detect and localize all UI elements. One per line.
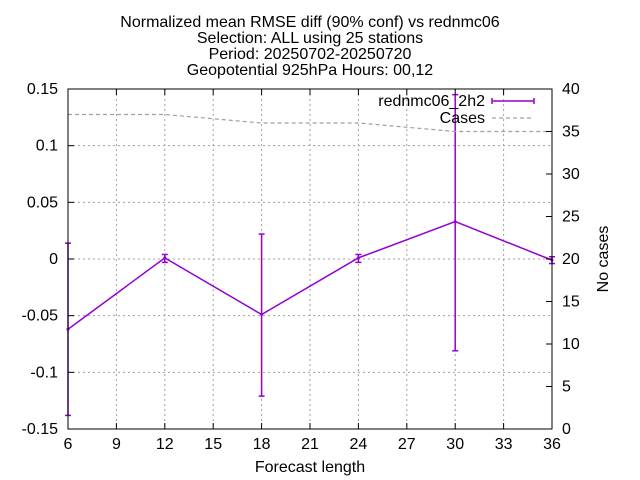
y2-tick-label-30: 30 bbox=[562, 166, 580, 183]
y2-tick-label-35: 35 bbox=[562, 124, 580, 141]
error-bar-12 bbox=[161, 253, 168, 264]
title-line-3: Geopotential 925hPa Hours: 00,12 bbox=[187, 62, 434, 79]
y-tick-label-1: -0.1 bbox=[30, 364, 58, 381]
y2-tick-label-20: 20 bbox=[562, 251, 580, 268]
x-tick-label-12: 12 bbox=[156, 436, 174, 453]
title-line-2: Period: 20250702-20250720 bbox=[209, 46, 412, 63]
x-tick-label-9: 9 bbox=[112, 436, 121, 453]
x-tick-label-15: 15 bbox=[204, 436, 222, 453]
data-point-24 bbox=[356, 256, 360, 260]
data-point-12 bbox=[163, 256, 167, 260]
y-tick-label-4: 0.05 bbox=[27, 194, 58, 211]
x-tick-label-21: 21 bbox=[301, 436, 319, 453]
title-line-0: Normalized mean RMSE diff (90% conf) vs … bbox=[120, 14, 500, 31]
error-bar-30 bbox=[452, 93, 459, 352]
y2-tick-label-10: 10 bbox=[562, 336, 580, 353]
error-bar-18 bbox=[258, 233, 265, 397]
y-tick-label-3: 0 bbox=[49, 251, 58, 268]
y2-axis-title: No cases bbox=[595, 226, 612, 293]
data-point-30 bbox=[453, 220, 457, 224]
x-tick-label-36: 36 bbox=[543, 436, 561, 453]
y2-tick-label-40: 40 bbox=[562, 81, 580, 98]
chart-title: Normalized mean RMSE diff (90% conf) vs … bbox=[120, 14, 500, 79]
x-tick-label-27: 27 bbox=[398, 436, 416, 453]
series-line-1 bbox=[68, 113, 552, 133]
x-tick-label-6: 6 bbox=[64, 436, 73, 453]
y2-tick-label-15: 15 bbox=[562, 294, 580, 311]
y-tick-label-2: -0.05 bbox=[22, 308, 59, 325]
y2-tick-label-0: 0 bbox=[562, 421, 571, 438]
x-axis-title: Forecast length bbox=[255, 459, 365, 476]
legend-label-0: rednmc06_2h2 bbox=[378, 93, 485, 110]
data-point-18 bbox=[260, 313, 264, 317]
y2-tick-label-5: 5 bbox=[562, 379, 571, 396]
x-tick-label-33: 33 bbox=[495, 436, 513, 453]
error-bar-24 bbox=[355, 253, 362, 264]
x-tick-label-30: 30 bbox=[446, 436, 464, 453]
title-line-1: Selection: ALL using 25 stations bbox=[197, 30, 423, 47]
grid bbox=[68, 89, 552, 429]
y2-tick-label-25: 25 bbox=[562, 209, 580, 226]
series-line-0 bbox=[67, 220, 553, 330]
y-tick-label-0: -0.15 bbox=[22, 421, 59, 438]
axis-ticks bbox=[67, 88, 553, 430]
axis-tick-labels: 6 9 12 15 18 21 24 27 30 33 36 -0.15 -0.1 -0.05 0 0.05 0… bbox=[22, 81, 580, 453]
y-tick-label-5: 0.1 bbox=[36, 138, 58, 155]
x-tick-label-18: 18 bbox=[253, 436, 271, 453]
y-tick-label-6: 0.15 bbox=[27, 81, 58, 98]
legend-label-1: Cases bbox=[440, 110, 485, 127]
x-tick-label-24: 24 bbox=[350, 436, 368, 453]
